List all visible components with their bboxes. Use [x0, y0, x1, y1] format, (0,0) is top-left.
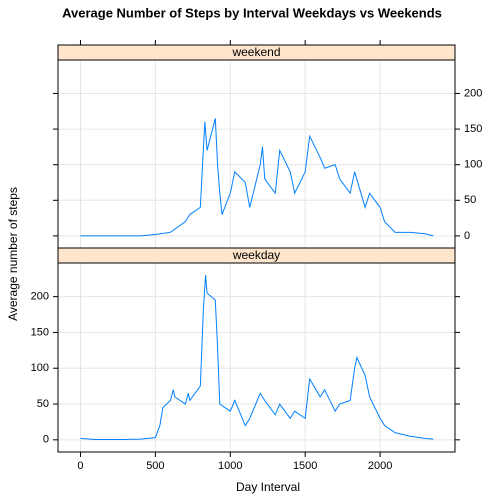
- y-tick-label: 200: [464, 87, 482, 99]
- panel-border: [57, 59, 456, 249]
- line: [80, 118, 434, 237]
- line: [80, 275, 434, 440]
- y-tick-label: 100: [31, 362, 49, 374]
- strip-label: weekend: [231, 45, 280, 59]
- x-tick-label: 0: [77, 460, 83, 472]
- y-axis-label: Average number of steps: [6, 187, 20, 321]
- y-tick-label: 200: [31, 291, 49, 303]
- panel-border: [57, 262, 456, 453]
- x-tick-label: 1500: [293, 460, 317, 472]
- x-tick-label: 1000: [218, 460, 242, 472]
- strip-label: weekday: [232, 248, 280, 262]
- x-tick-label: 2000: [368, 460, 392, 472]
- y-tick-label: 0: [464, 230, 470, 242]
- y-tick-label: 150: [464, 123, 482, 135]
- y-tick-label: 50: [464, 194, 476, 206]
- y-tick-label: 50: [37, 398, 49, 410]
- x-tick-label: 500: [146, 460, 164, 472]
- y-tick-label: 150: [31, 326, 49, 338]
- chart-title: Average Number of Steps by Interval Week…: [62, 5, 442, 20]
- y-tick-label: 100: [464, 159, 482, 171]
- x-axis-label: Day Interval: [236, 480, 300, 494]
- y-tick-label: 0: [43, 434, 49, 446]
